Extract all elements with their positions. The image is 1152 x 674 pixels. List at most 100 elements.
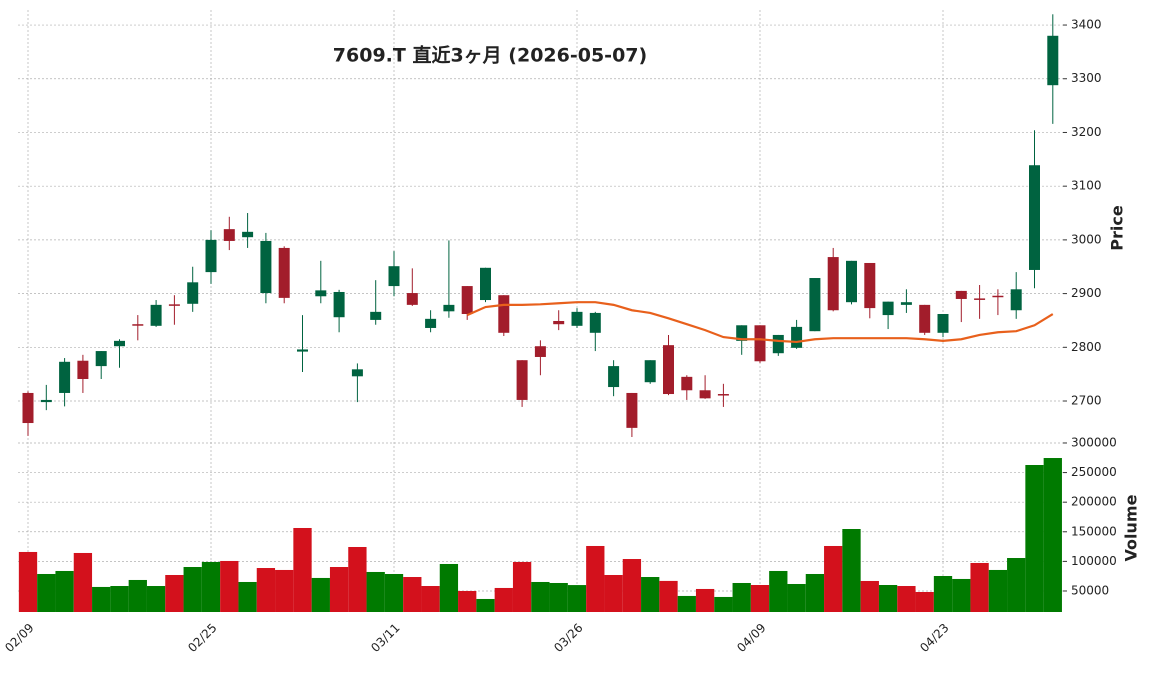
y-tick-label: 3000 [1071,232,1102,246]
volume-bar [421,586,440,612]
candle-body [1029,165,1040,270]
volume-tick-label: 50000 [1071,583,1109,597]
volume-bar [329,567,349,612]
volume-bar [1025,465,1044,612]
volume-bar [494,587,513,612]
chart-title: 7609.T 直近3ヶ月 (2026-05-07) [333,44,647,67]
candle-body [864,262,876,309]
volume-bar [384,573,404,612]
volume-bar [604,574,623,612]
candle-body [150,304,162,326]
volume-bar [915,591,934,612]
candle-body [882,301,894,316]
candle-body [406,293,418,305]
y-axis-label: Price [1108,205,1127,251]
volume-bar [18,551,38,612]
volume-bar [933,576,953,612]
candle-body [168,304,180,306]
candle-body [772,334,784,354]
volume-bar [567,585,587,612]
volume-bar [458,590,477,612]
candle-body [223,229,235,241]
volume-bar [641,577,660,612]
candle-body [900,302,912,305]
volume-bar [366,571,385,612]
volume-bar [1007,558,1026,612]
candle-body [260,240,272,294]
candle-body [242,231,254,238]
candle-body [297,349,308,352]
y-tick-label: 3200 [1071,125,1102,139]
volume-bar [714,596,733,612]
x-tick-label: 04/23 [917,621,951,655]
candle-body [992,295,1004,298]
candle-body [351,369,363,377]
volume-bar [586,545,605,612]
volume-bar [677,595,696,612]
volume-bar [970,562,989,612]
candle-body [809,278,821,332]
volume-bar [348,546,367,612]
candle-body [974,298,986,300]
volume-bar [238,581,257,612]
y-tick-label: 3300 [1071,71,1102,85]
volume-bar [787,583,806,612]
candle-body [589,312,601,333]
volume-bar [769,570,788,612]
volume-bar [824,545,843,612]
volume-bar [897,586,916,612]
volume-bar [275,569,294,612]
candle-body [827,257,839,311]
x-tick-label: 02/25 [185,621,219,655]
candle-body [425,318,437,328]
candle-body [22,392,34,424]
volume-bar [403,577,422,612]
candle-body [534,346,546,357]
candle-body [59,361,71,393]
candle-body [40,399,52,403]
candle-body [791,326,803,348]
volume-bar [37,573,56,612]
y-tick-label: 2700 [1071,394,1102,408]
volume-bar [750,585,770,612]
volume-bar [878,585,898,612]
candle-body [663,345,674,395]
candle-body [77,360,89,379]
candle-body [114,340,125,347]
x-tick-label: 02/09 [2,621,36,655]
candle-body [571,311,583,326]
volume-bar [128,579,147,612]
volume-bar [55,570,74,612]
volume-bar [146,586,166,612]
candle-body [1047,35,1059,86]
volume-bar [1043,458,1062,612]
x-tick-label: 04/09 [734,621,768,655]
y-tick-label: 2800 [1071,340,1102,354]
candle-body [754,325,766,362]
moving-average [466,301,1054,344]
volume-bar [659,580,678,612]
candle-body [498,295,510,333]
candle-body [278,247,290,298]
candle-body [644,360,656,383]
volume-tick-label: 250000 [1071,465,1117,479]
volume-bar [695,588,715,612]
volume-bar [73,552,93,612]
volume-bar [622,559,642,612]
volume-bar [256,568,276,612]
volume-axis-label: Volume [1122,494,1141,561]
volume-bar [293,527,312,612]
volume-bar [201,561,221,612]
volume-bar [860,580,879,612]
x-tick-label: 03/11 [368,621,402,655]
candle-body [937,314,949,333]
volume-bar [183,567,202,612]
volume-bar [165,574,184,612]
candle-body [461,286,473,315]
candle-body [370,311,382,320]
volume-bar [220,560,239,612]
x-tick-label: 03/26 [551,621,585,655]
candle-body [480,267,491,301]
candle-body [717,394,729,396]
